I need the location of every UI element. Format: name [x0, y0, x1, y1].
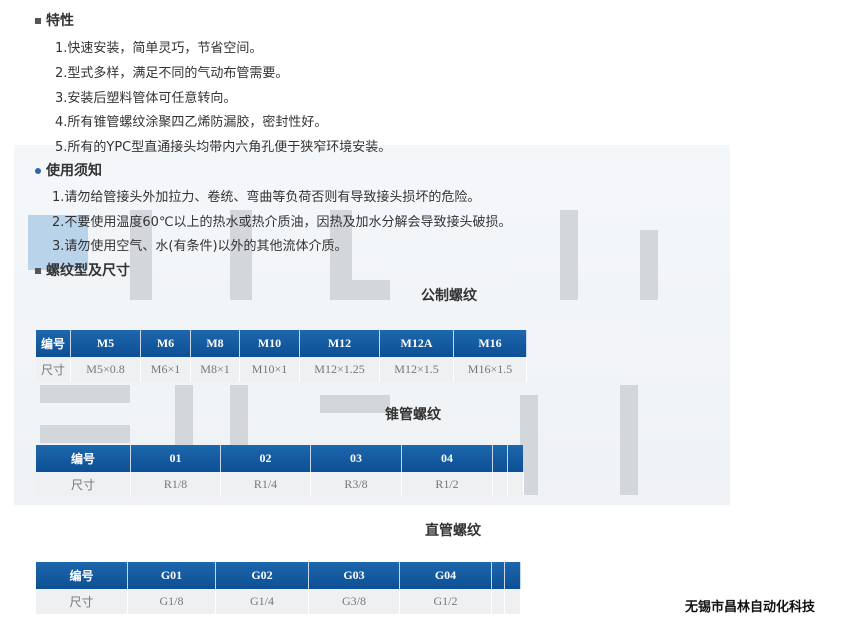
company-name: 无锡市昌林自动化科技: [685, 600, 816, 615]
size-row: 尺寸 R1/8 R1/4 R3/8 R1/2: [36, 472, 524, 497]
header-row: 编号 01 02 03 04: [36, 445, 524, 472]
header-row: 编号 G01 G02 G03 G04: [36, 562, 521, 589]
table-cell: R1/2: [401, 472, 493, 497]
note-item: 2.不要使用温度60℃以上的热水或热介质油，因热及加水分解会导致接头破损。: [52, 215, 512, 230]
header-cell: [492, 445, 508, 472]
table-cell: [507, 472, 524, 497]
header-cell: [491, 562, 505, 589]
table-cell: [504, 589, 521, 614]
table-cell: G1/8: [127, 589, 216, 614]
straight-title: 直管螺纹: [425, 523, 481, 539]
header-row: 编号 M5 M6 M8 M10 M12 M12A M16: [36, 330, 527, 357]
header-cell: G04: [399, 562, 492, 589]
note-item: 1.请勿给管接头外加拉力、卷统、弯曲等负荷否则有导致接头损坏的危险。: [52, 190, 481, 205]
features-title: 特性: [46, 13, 74, 29]
table-cell: M12×1.25: [299, 357, 380, 382]
header-cell: M10: [239, 330, 300, 357]
table-cell: R1/4: [220, 472, 311, 497]
table-cell: M12×1.5: [379, 357, 454, 382]
table-cell: M5×0.8: [70, 357, 141, 382]
note-item: 3.请勿使用空气、水(有条件)以外的其他流体介质。: [52, 239, 348, 254]
header-cell: 编号: [36, 562, 128, 589]
table-cell: R1/8: [130, 472, 221, 497]
table-cell: M8×1: [190, 357, 240, 382]
table-cell: [491, 589, 505, 614]
header-cell: 03: [310, 445, 402, 472]
table-cell: R3/8: [310, 472, 402, 497]
header-cell: M5: [70, 330, 141, 357]
feature-item: 3.安装后塑料管体可任意转向。: [55, 91, 237, 106]
header-cell: M12: [299, 330, 380, 357]
table-cell: [492, 472, 508, 497]
header-cell: M6: [140, 330, 191, 357]
header-cell: 01: [130, 445, 221, 472]
features-heading: 特性: [35, 10, 74, 30]
header-cell: 编号: [36, 445, 131, 472]
size-row: 尺寸 G1/8 G1/4 G3/8 G1/2: [36, 589, 521, 614]
header-cell: 编号: [36, 330, 71, 357]
table-cell: G1/2: [399, 589, 492, 614]
header-cell: G01: [127, 562, 216, 589]
feature-item: 4.所有锥管螺纹涂聚四乙烯防漏胶，密封性好。: [55, 115, 328, 130]
header-cell: 02: [220, 445, 311, 472]
taper-title: 锥管螺纹: [385, 407, 441, 423]
feature-item: 2.型式多样，满足不同的气动布管需要。: [55, 66, 289, 81]
table-cell: G1/4: [215, 589, 309, 614]
threads-title: 螺纹型及尺寸: [46, 263, 130, 279]
metric-title: 公制螺纹: [421, 288, 477, 304]
table-cell: M16×1.5: [453, 357, 527, 382]
header-cell: [504, 562, 521, 589]
size-row: 尺寸 M5×0.8 M6×1 M8×1 M10×1 M12×1.25 M12×1.5 M16×…: [36, 357, 527, 382]
header-cell: M12A: [379, 330, 454, 357]
table-cell: 尺寸: [36, 357, 71, 382]
header-cell: G03: [308, 562, 400, 589]
table-cell: M6×1: [140, 357, 191, 382]
notes-title: 使用须知: [46, 163, 102, 179]
taper-table: 编号 01 02 03 04 尺寸 R1/8 R1/4 R3/8 R1/2: [36, 445, 524, 497]
threads-heading: 螺纹型及尺寸: [35, 260, 130, 280]
table-cell: 尺寸: [36, 472, 131, 497]
feature-item: 5.所有的YPC型直通接头均带内六角孔便于狭窄环境安装。: [55, 140, 392, 155]
notes-heading: 使用须知: [35, 160, 102, 180]
table-cell: M10×1: [239, 357, 300, 382]
straight-table: 编号 G01 G02 G03 G04 尺寸 G1/8 G1/4 G3/8 G1/2: [36, 562, 521, 614]
table-cell: G3/8: [308, 589, 400, 614]
header-cell: G02: [215, 562, 309, 589]
header-cell: [507, 445, 524, 472]
header-cell: M8: [190, 330, 240, 357]
table-cell: 尺寸: [36, 589, 128, 614]
metric-table: 编号 M5 M6 M8 M10 M12 M12A M16 尺寸 M5×0.8 M6×1 M8×1 M10…: [36, 330, 527, 382]
header-cell: M16: [453, 330, 527, 357]
header-cell: 04: [401, 445, 493, 472]
feature-item: 1.快速安装，简单灵巧，节省空间。: [55, 41, 263, 56]
